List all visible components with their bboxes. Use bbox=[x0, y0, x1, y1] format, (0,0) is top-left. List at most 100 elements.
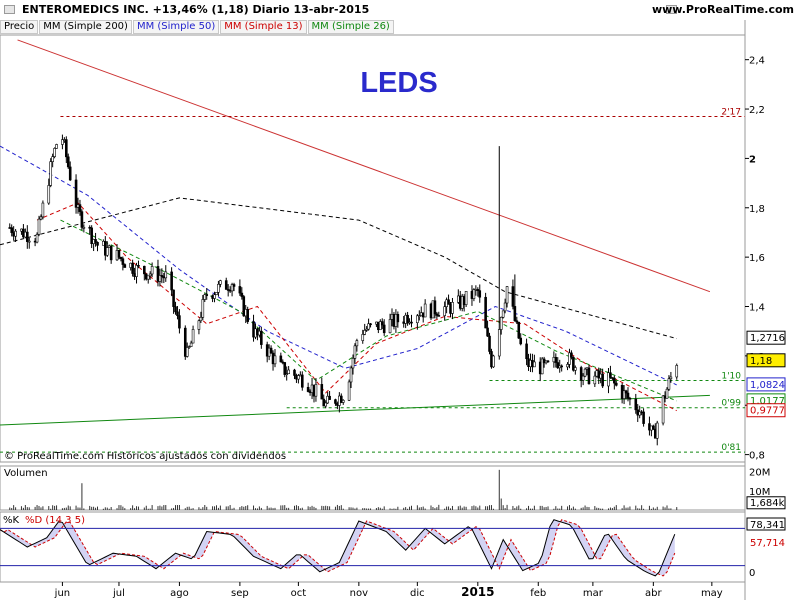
value-label-box bbox=[746, 377, 786, 392]
candle-body bbox=[581, 375, 585, 381]
legend-ma-26[interactable]: MM (Simple 26) bbox=[307, 20, 394, 34]
candle-body bbox=[519, 337, 523, 345]
x-tick-label: jul bbox=[112, 588, 125, 599]
candle-body bbox=[293, 369, 296, 376]
candle-body bbox=[382, 324, 386, 334]
candle-body bbox=[178, 315, 181, 329]
candle-body bbox=[365, 328, 368, 331]
candle-body bbox=[117, 250, 121, 258]
ma-line bbox=[0, 197, 677, 340]
candle-body bbox=[423, 303, 427, 318]
candle-body bbox=[499, 316, 503, 330]
candle-body bbox=[593, 375, 597, 385]
candle-body bbox=[215, 292, 218, 295]
value-label-text: 0,9777 bbox=[750, 406, 785, 417]
candle-body bbox=[213, 294, 216, 299]
candle-body bbox=[492, 355, 495, 368]
candle-body bbox=[583, 368, 587, 377]
candle-body bbox=[349, 367, 353, 383]
candle-body bbox=[238, 286, 242, 294]
candle-body bbox=[369, 323, 372, 326]
candle-body bbox=[246, 309, 249, 322]
candle-body bbox=[624, 390, 628, 394]
candle-body bbox=[320, 384, 324, 400]
chart-title: ENTEROMEDICS INC. +13,46% (1,18) Diario … bbox=[22, 3, 370, 16]
legend-ma-13[interactable]: MM (Simple 13) bbox=[220, 20, 307, 34]
value-label-text: 1,18 bbox=[750, 356, 772, 367]
x-tick-label: may bbox=[701, 588, 723, 599]
candle-body bbox=[517, 321, 521, 339]
minimize-icon[interactable] bbox=[666, 5, 677, 14]
candle-body bbox=[10, 227, 14, 233]
candle-body bbox=[665, 388, 669, 399]
candle-body bbox=[176, 311, 179, 316]
legend-ma-200[interactable]: MM (Simple 200) bbox=[39, 20, 132, 34]
x-tick-label: sep bbox=[231, 588, 249, 599]
candle-body bbox=[347, 381, 351, 401]
candle-body bbox=[109, 245, 113, 261]
candle-body bbox=[80, 211, 84, 228]
candle-body bbox=[199, 316, 203, 322]
candle-body bbox=[191, 329, 195, 344]
candle-body bbox=[297, 375, 300, 380]
candle-body bbox=[37, 218, 41, 235]
candle-body bbox=[675, 365, 679, 378]
stoch-panel bbox=[0, 511, 746, 583]
candle-body bbox=[505, 286, 509, 304]
candle-body bbox=[35, 234, 39, 243]
candle-body bbox=[525, 343, 528, 360]
candle-body bbox=[148, 273, 152, 277]
candle-body bbox=[324, 402, 327, 407]
candle-body bbox=[51, 156, 54, 162]
candle-body bbox=[285, 373, 288, 376]
candle-body bbox=[478, 290, 482, 298]
legend-price[interactable]: Precio bbox=[0, 20, 39, 34]
candle-body bbox=[96, 242, 99, 246]
candle-body bbox=[137, 265, 140, 267]
candle-body bbox=[341, 399, 345, 403]
volume-bars bbox=[9, 469, 678, 510]
volume-tick-label: 20M bbox=[749, 468, 770, 479]
candle-body bbox=[497, 329, 501, 357]
candle-body bbox=[388, 319, 392, 334]
leds-annotation: LEDS bbox=[360, 67, 437, 99]
candle-body bbox=[121, 258, 125, 265]
indicator-legend: Precio MM (Simple 200) MM (Simple 50) MM… bbox=[0, 20, 395, 34]
candle-body bbox=[26, 231, 29, 242]
candle-body bbox=[230, 284, 234, 292]
volume-last-box bbox=[746, 496, 786, 510]
candle-body bbox=[232, 284, 236, 287]
x-tick-label: dic bbox=[410, 588, 425, 599]
candle-body bbox=[626, 392, 630, 399]
site-url[interactable]: www.ProRealTime.com bbox=[651, 3, 794, 16]
value-label-text: 1,0177 bbox=[750, 396, 785, 407]
legend-ma-50[interactable]: MM (Simple 50) bbox=[132, 20, 220, 34]
candle-body bbox=[47, 185, 51, 204]
x-tick-label: abr bbox=[645, 588, 662, 599]
y-tick-label: 2,4 bbox=[749, 56, 765, 67]
resistance-trendline bbox=[17, 39, 711, 293]
candle-body bbox=[205, 294, 209, 296]
window-icon[interactable] bbox=[4, 5, 15, 14]
level-label: 0'81 bbox=[721, 443, 741, 453]
x-tick-label: 2015 bbox=[461, 585, 494, 599]
stoch-k-line bbox=[0, 519, 676, 577]
candle-body bbox=[556, 362, 560, 369]
candle-body bbox=[367, 323, 370, 330]
candle-body bbox=[61, 139, 64, 145]
stoch-d-value: 57,714 bbox=[750, 538, 785, 549]
candle-body bbox=[353, 345, 357, 359]
candle-body bbox=[416, 315, 419, 324]
candle-body bbox=[614, 382, 618, 386]
candle-body bbox=[158, 275, 162, 282]
candle-body bbox=[55, 144, 58, 149]
x-tick-label: jun bbox=[54, 588, 70, 599]
candle-body bbox=[361, 334, 365, 341]
candle-body bbox=[224, 280, 228, 290]
x-tick-label: oct bbox=[291, 588, 307, 599]
candle-body bbox=[587, 367, 591, 385]
volume-tick-label: 10M bbox=[749, 487, 770, 498]
